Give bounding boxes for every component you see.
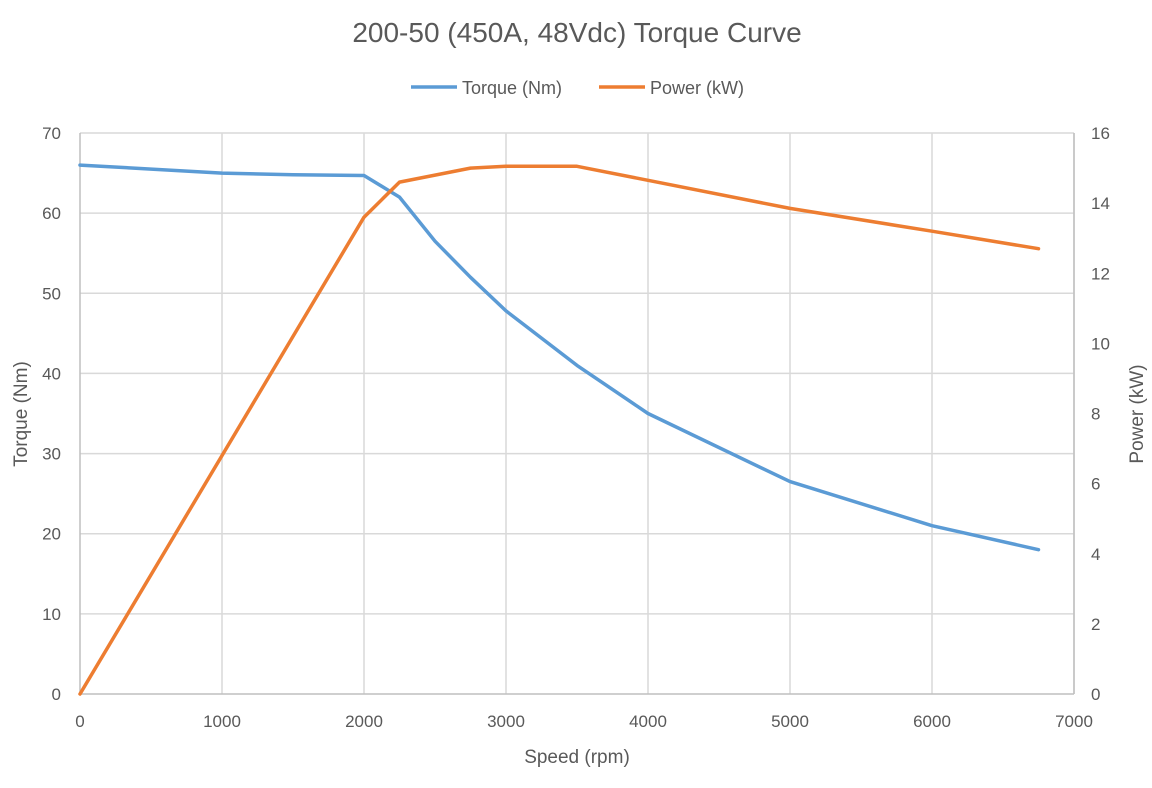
gridlines <box>80 132 1075 694</box>
x-axis-title: Speed (rpm) <box>524 747 630 768</box>
x-tick-label: 7000 <box>1055 712 1093 731</box>
y2-tick-label: 4 <box>1091 545 1100 564</box>
y-tick-label: 40 <box>42 364 61 383</box>
series-line-torque <box>78 163 1041 552</box>
y-tick-label: 0 <box>52 685 61 704</box>
y-tick-label: 20 <box>42 525 61 544</box>
y-tick-label: 10 <box>42 605 61 624</box>
y2-tick-label: 0 <box>1091 685 1100 704</box>
chart-title: 200-50 (450A, 48Vdc) Torque Curve <box>352 17 801 48</box>
x-tick-label: 0 <box>75 712 84 731</box>
y2-tick-label: 14 <box>1091 194 1110 213</box>
x-tick-label: 2000 <box>345 712 383 731</box>
legend: Torque (Nm) Power (kW) <box>411 78 744 98</box>
y-tick-label: 30 <box>42 445 61 464</box>
y2-tick-label: 12 <box>1091 264 1110 283</box>
y2-tick-label: 6 <box>1091 475 1100 494</box>
x-tick-label: 4000 <box>629 712 667 731</box>
legend-label: Power (kW) <box>650 78 744 98</box>
x-tick-label: 6000 <box>913 712 951 731</box>
y-tick-label: 70 <box>42 124 61 143</box>
y2-tick-label: 16 <box>1091 124 1110 143</box>
x-tick-label: 5000 <box>771 712 809 731</box>
y-axis-title: Torque (Nm) <box>11 361 32 467</box>
y-tick-label: 50 <box>42 284 61 303</box>
x-tick-label: 3000 <box>487 712 525 731</box>
series-line-power <box>78 164 1041 696</box>
y2-tick-label: 8 <box>1091 405 1100 424</box>
series-lines <box>78 163 1041 696</box>
y2-tick-label: 2 <box>1091 615 1100 634</box>
y2-axis-title: Power (kW) <box>1127 364 1148 463</box>
y-tick-label: 60 <box>42 204 61 223</box>
y2-tick-label: 10 <box>1091 334 1110 353</box>
legend-label: Torque (Nm) <box>462 78 562 98</box>
x-tick-label: 1000 <box>203 712 241 731</box>
axes: 0 1000 2000 3000 4000 5000 6000 700001020304050… <box>42 124 1110 731</box>
